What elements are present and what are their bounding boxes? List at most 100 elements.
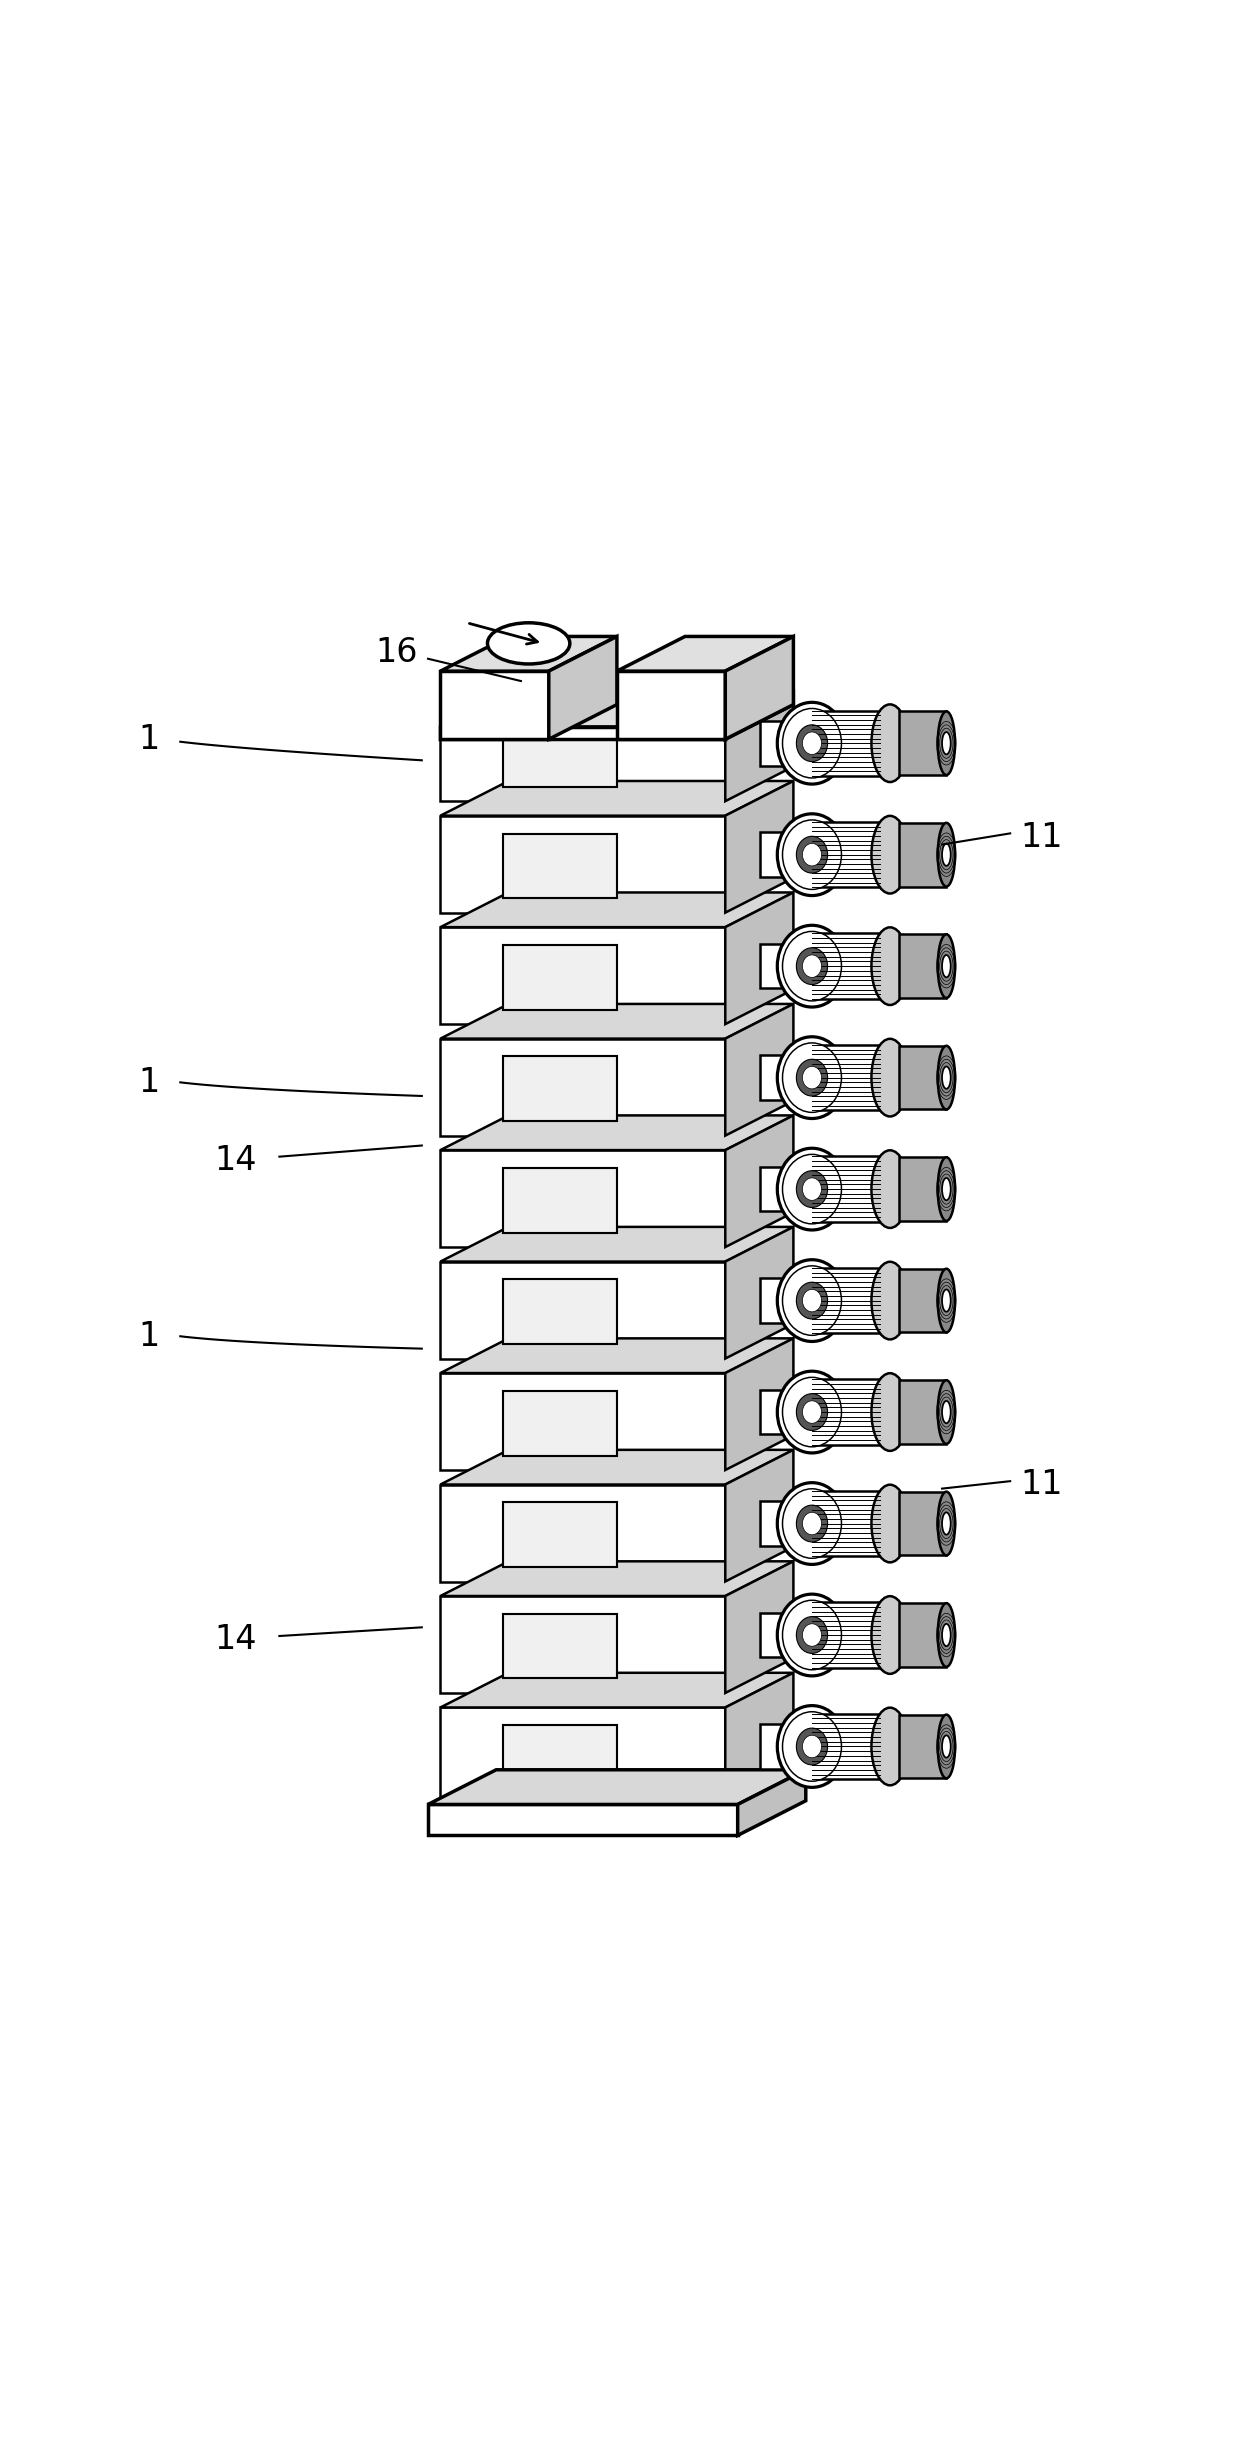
Ellipse shape: [777, 1260, 847, 1342]
Polygon shape: [725, 636, 794, 740]
Ellipse shape: [796, 1059, 827, 1096]
Ellipse shape: [782, 1600, 842, 1671]
Polygon shape: [428, 1769, 806, 1803]
Polygon shape: [440, 926, 725, 1025]
Polygon shape: [725, 1005, 794, 1135]
Polygon shape: [503, 1614, 618, 1678]
Polygon shape: [725, 668, 794, 801]
Ellipse shape: [796, 1283, 827, 1319]
Polygon shape: [503, 722, 618, 786]
Ellipse shape: [942, 1290, 951, 1312]
Ellipse shape: [796, 1170, 827, 1206]
Ellipse shape: [942, 1400, 951, 1423]
Ellipse shape: [777, 1482, 847, 1565]
Polygon shape: [440, 727, 725, 740]
Polygon shape: [440, 1597, 725, 1693]
Polygon shape: [812, 1044, 880, 1111]
Polygon shape: [440, 693, 794, 727]
Polygon shape: [899, 1491, 946, 1555]
Ellipse shape: [872, 1263, 909, 1339]
Polygon shape: [503, 1501, 618, 1568]
Polygon shape: [812, 1157, 880, 1221]
Ellipse shape: [942, 1066, 951, 1088]
Polygon shape: [503, 1057, 618, 1120]
Polygon shape: [760, 1278, 806, 1322]
Ellipse shape: [802, 843, 822, 865]
Ellipse shape: [937, 1715, 955, 1779]
Ellipse shape: [937, 1157, 955, 1221]
Text: 14: 14: [215, 1145, 257, 1177]
Ellipse shape: [796, 1506, 827, 1543]
Polygon shape: [760, 1057, 806, 1101]
Polygon shape: [440, 1484, 725, 1582]
Polygon shape: [738, 1769, 806, 1835]
Polygon shape: [440, 668, 794, 705]
Text: 14: 14: [215, 1624, 257, 1656]
Polygon shape: [440, 1260, 725, 1359]
Polygon shape: [812, 1715, 880, 1779]
Polygon shape: [440, 1039, 725, 1135]
Polygon shape: [440, 1673, 794, 1708]
Text: 11: 11: [1019, 1469, 1063, 1501]
Ellipse shape: [796, 1393, 827, 1430]
Polygon shape: [899, 934, 946, 998]
Ellipse shape: [802, 732, 822, 754]
Polygon shape: [760, 1501, 806, 1545]
Ellipse shape: [782, 1713, 842, 1781]
Polygon shape: [440, 636, 618, 671]
Polygon shape: [725, 1226, 794, 1359]
Polygon shape: [725, 1339, 794, 1469]
Polygon shape: [899, 823, 946, 887]
Ellipse shape: [802, 1735, 822, 1757]
Text: 16: 16: [376, 636, 418, 668]
Ellipse shape: [937, 713, 955, 774]
Polygon shape: [725, 781, 794, 912]
Polygon shape: [440, 892, 794, 926]
Ellipse shape: [872, 1039, 909, 1115]
Ellipse shape: [782, 821, 842, 889]
Ellipse shape: [782, 1155, 842, 1224]
Polygon shape: [725, 1560, 794, 1693]
Polygon shape: [812, 1602, 880, 1668]
Ellipse shape: [782, 931, 842, 1000]
Ellipse shape: [942, 843, 951, 865]
Ellipse shape: [777, 1037, 847, 1118]
Polygon shape: [899, 1157, 946, 1221]
Polygon shape: [899, 1268, 946, 1332]
Ellipse shape: [937, 1491, 955, 1555]
Ellipse shape: [782, 708, 842, 779]
Polygon shape: [503, 833, 618, 899]
Ellipse shape: [802, 1066, 822, 1088]
Polygon shape: [503, 946, 618, 1010]
Ellipse shape: [796, 725, 827, 762]
Ellipse shape: [777, 1705, 847, 1786]
Polygon shape: [760, 833, 806, 877]
Ellipse shape: [777, 926, 847, 1007]
Ellipse shape: [937, 1381, 955, 1445]
Polygon shape: [440, 1708, 725, 1803]
Ellipse shape: [777, 813, 847, 894]
Polygon shape: [812, 1268, 880, 1334]
Polygon shape: [812, 823, 880, 887]
Polygon shape: [503, 1167, 618, 1233]
Ellipse shape: [782, 1265, 842, 1334]
Ellipse shape: [802, 956, 822, 978]
Ellipse shape: [872, 1708, 909, 1786]
Polygon shape: [725, 693, 794, 740]
Ellipse shape: [802, 1400, 822, 1423]
Ellipse shape: [937, 1047, 955, 1111]
Ellipse shape: [487, 622, 570, 663]
Polygon shape: [899, 713, 946, 774]
Text: 1: 1: [139, 1066, 160, 1098]
Ellipse shape: [937, 1268, 955, 1332]
Ellipse shape: [942, 1514, 951, 1536]
Polygon shape: [440, 1560, 794, 1597]
Ellipse shape: [796, 948, 827, 985]
Ellipse shape: [872, 1150, 909, 1228]
Ellipse shape: [937, 1602, 955, 1666]
Polygon shape: [503, 1725, 618, 1791]
Text: 1: 1: [139, 722, 160, 757]
Polygon shape: [760, 1391, 806, 1435]
Ellipse shape: [872, 1373, 909, 1452]
Ellipse shape: [802, 1624, 822, 1646]
